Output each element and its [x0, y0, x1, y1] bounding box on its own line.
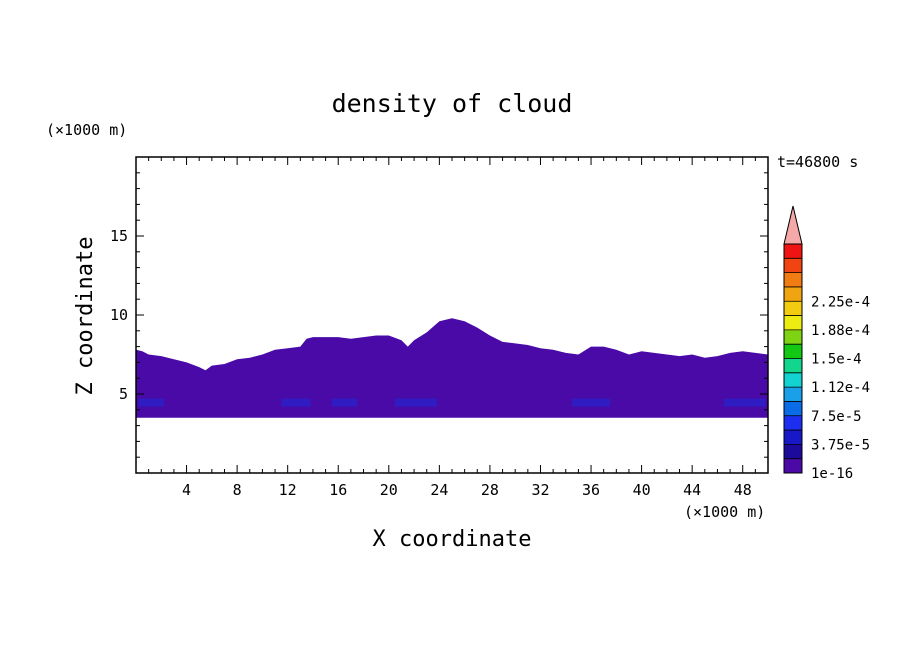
colorbar-segment — [784, 415, 802, 431]
colorbar-segment — [784, 272, 802, 288]
cloud-dense-patch — [395, 398, 437, 407]
colorbar-segment — [784, 387, 802, 402]
y-tick-label: 15 — [110, 227, 128, 245]
x-tick-label: 28 — [481, 481, 499, 499]
colorbar-segment — [784, 258, 802, 273]
x-tick-label: 8 — [233, 481, 242, 499]
x-tick-label: 4 — [182, 481, 191, 499]
x-tick-label: 24 — [430, 481, 448, 499]
cloud-dense-patch — [138, 398, 164, 407]
x-tick-label: 40 — [633, 481, 651, 499]
colorbar-segment — [784, 301, 802, 316]
cloud-dense-patch — [281, 398, 311, 407]
colorbar: 1e-16 3.75e-5 7.5e-5 1.12e-4 1.5e-4 1.88e-4 2.… — [783, 205, 870, 482]
colorbar-extend-arrow — [783, 205, 803, 245]
colorbar-tick-label: 3.75e-5 — [811, 437, 870, 453]
x-tick-label: 44 — [683, 481, 701, 499]
plot-frame — [135, 156, 769, 474]
y-tick-label: 5 — [119, 385, 128, 403]
plot-border — [135, 156, 769, 474]
colorbar-segment — [784, 372, 802, 388]
cloud-field — [136, 318, 768, 418]
colorbar-tick-label: 2.25e-4 — [811, 294, 870, 310]
cloud-region — [136, 318, 768, 418]
colorbar-segment — [784, 286, 802, 302]
colorbar-segment — [784, 458, 802, 474]
x-tick-label: 16 — [329, 481, 347, 499]
x-axis-title: X coordinate — [373, 527, 532, 552]
x-tick-label: 32 — [531, 481, 549, 499]
x-tick-label: 20 — [380, 481, 398, 499]
cloud-dense-patch — [572, 398, 610, 407]
x-tick-label: 36 — [582, 481, 600, 499]
colorbar-tick-label: 1e-16 — [811, 466, 853, 482]
cloud-dense-patch — [723, 398, 766, 407]
x-axis: 4 8 12 16 20 24 28 32 36 40 44 48 — [148, 157, 756, 499]
colorbar-segment — [784, 315, 802, 331]
y-axis-title: Z coordinate — [73, 237, 98, 396]
colorbar-segment — [784, 329, 802, 345]
colorbar-tick-label: 7.5e-5 — [811, 409, 862, 425]
y-tick-label: 10 — [110, 306, 128, 324]
x-tick-label: 48 — [734, 481, 752, 499]
colorbar-segment — [784, 401, 802, 417]
colorbar-tick-label: 1.12e-4 — [811, 380, 870, 396]
x-tick-label: 12 — [279, 481, 297, 499]
colorbar-segment — [784, 358, 802, 374]
colorbar-tick-label: 1.5e-4 — [811, 352, 862, 368]
x-unit-label: (×1000 m) — [684, 503, 765, 521]
colorbar-segment — [784, 344, 802, 359]
y-unit-label: (×1000 m) — [46, 121, 127, 139]
colorbar-segment — [784, 444, 802, 459]
chart-title: density of cloud — [332, 89, 573, 118]
cloud-dense-patch — [331, 398, 358, 407]
colorbar-segment — [784, 244, 802, 259]
time-label: t=46800 s — [777, 153, 858, 171]
y-axis: 5 10 15 — [110, 172, 768, 458]
colorbar-tick-label: 1.88e-4 — [811, 323, 870, 339]
colorbar-segment — [784, 430, 802, 445]
